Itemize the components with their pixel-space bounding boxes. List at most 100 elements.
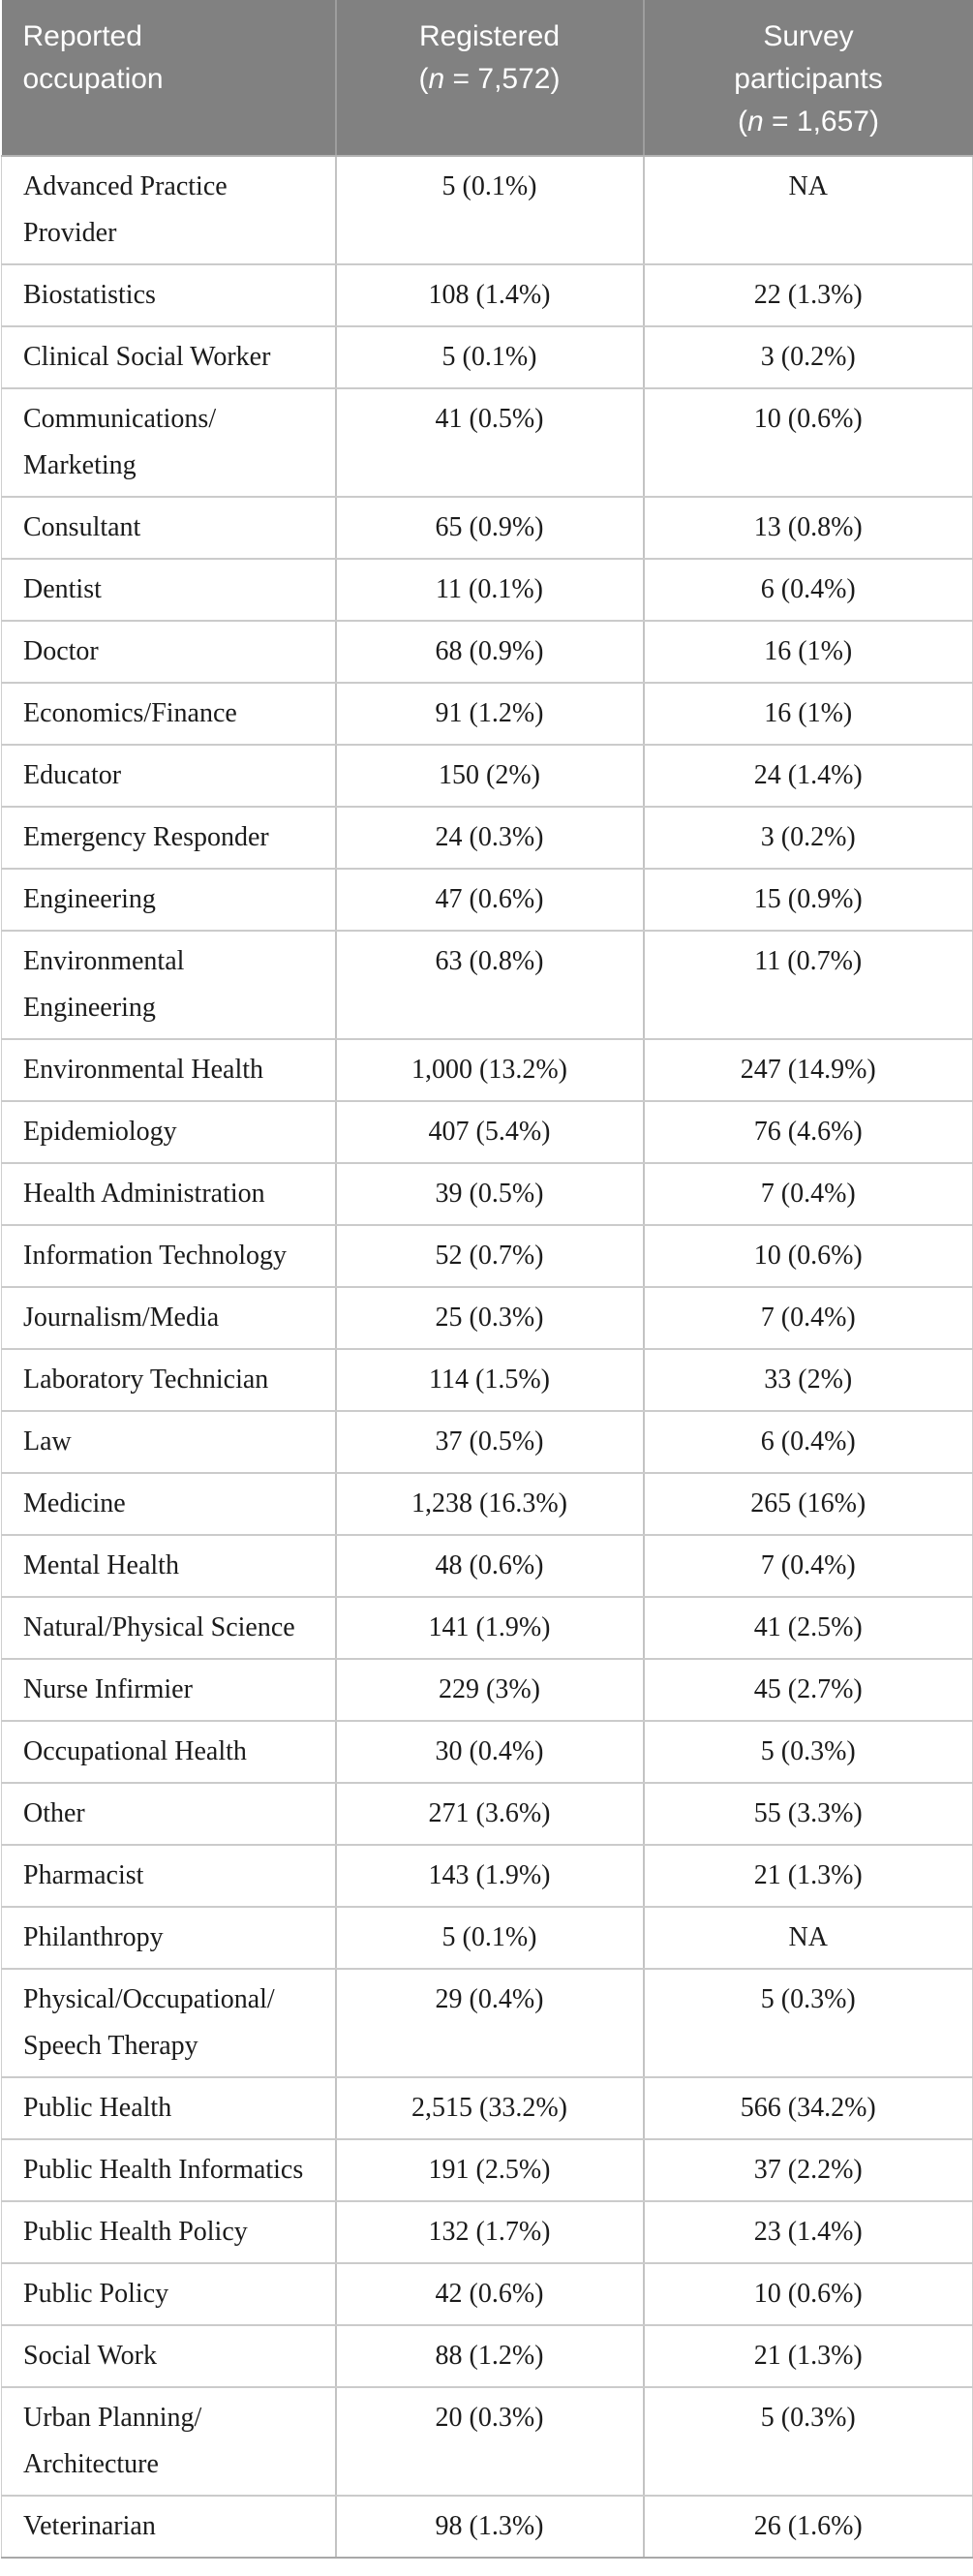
header-label: Reported xyxy=(22,20,142,52)
survey-value-cell: 7 (0.4%) xyxy=(642,1535,973,1598)
table-row: Educator 150 (2%) 24 (1.4%) xyxy=(1,745,973,808)
registered-value-cell: 150 (2%) xyxy=(334,745,644,808)
col-header-reported-occupation: Reported occupation xyxy=(1,0,336,157)
table-row: Dentist 11 (0.1%) 6 (0.4%) xyxy=(1,559,973,622)
registered-value-cell: 114 (1.5%) xyxy=(334,1349,644,1412)
survey-value-cell: 21 (1.3%) xyxy=(642,2325,973,2388)
registered-value-cell: 42 (0.6%) xyxy=(334,2263,644,2326)
table-row: Other 271 (3.6%) 55 (3.3%) xyxy=(1,1783,973,1846)
survey-value-cell: 11 (0.7%) xyxy=(642,931,973,1040)
occupation-cell: Dentist xyxy=(1,559,336,622)
survey-value-cell: 6 (0.4%) xyxy=(642,1411,973,1474)
table-row: Occupational Health 30 (0.4%) 5 (0.3%) xyxy=(1,1721,973,1784)
registered-value-cell: 5 (0.1%) xyxy=(334,1907,644,1970)
occupation-label: Urban Planning/ xyxy=(23,2403,202,2433)
occupation-label: Economics/Finance xyxy=(23,698,237,728)
occupation-label: Veterinarian xyxy=(23,2511,156,2541)
occupation-label: Clinical Social Worker xyxy=(23,342,271,372)
occupation-label: Environmental Health xyxy=(23,1055,264,1085)
survey-value-cell: 10 (0.6%) xyxy=(642,2263,973,2326)
survey-value-cell: 5 (0.3%) xyxy=(642,1721,973,1784)
table-row: Urban Planning/Architecture 20 (0.3%) 5 (0… xyxy=(1,2387,973,2497)
occupation-cell: Doctor xyxy=(1,621,336,684)
occupation-label: Educator xyxy=(23,760,122,790)
occupation-label: Information Technology xyxy=(23,1241,288,1271)
table-body: Advanced Practice Provider 5 (0.1%) NA Biost… xyxy=(1,156,973,2559)
occupation-label: Journalism/Media xyxy=(23,1303,220,1333)
occupation-cell: Laboratory Technician xyxy=(1,1349,336,1412)
table-row: Law 37 (0.5%) 6 (0.4%) xyxy=(1,1411,973,1474)
occupation-label: Occupational Health xyxy=(23,1736,247,1766)
occupation-label: Epidemiology xyxy=(23,1117,177,1147)
table-row: Information Technology 52 (0.7%) 10 (0.6%) xyxy=(1,1225,973,1288)
survey-value-cell: 7 (0.4%) xyxy=(642,1163,973,1226)
col-header-survey-participants: Survey participants (n = 1,657) xyxy=(642,0,973,157)
table-row: Epidemiology 407 (5.4%) 76 (4.6%) xyxy=(1,1101,973,1164)
registered-value-cell: 37 (0.5%) xyxy=(334,1411,644,1474)
occupation-cell: Environmental Health xyxy=(1,1039,336,1102)
registered-value-cell: 271 (3.6%) xyxy=(334,1783,644,1846)
header-label: Survey xyxy=(763,20,854,52)
occupation-cell: Environmental Engineering xyxy=(1,931,336,1040)
registered-value-cell: 88 (1.2%) xyxy=(334,2325,644,2388)
occupation-label: Emergency Responder xyxy=(23,822,269,852)
registered-value-cell: 141 (1.9%) xyxy=(334,1597,644,1660)
table-row: Communications/Marketing 41 (0.5%) 10 (0.6… xyxy=(1,388,973,498)
header-label: Registered xyxy=(418,20,561,52)
registered-value-cell: 29 (0.4%) xyxy=(334,1969,644,2078)
survey-value-cell: 3 (0.2%) xyxy=(642,807,973,870)
occupation-cell: Social Work xyxy=(1,2325,336,2388)
survey-value-cell: 5 (0.3%) xyxy=(642,1969,973,2078)
survey-value-cell: 247 (14.9%) xyxy=(642,1039,973,1102)
table-row: Public Health Informatics 191 (2.5%) 37 (2… xyxy=(1,2139,973,2202)
table-row: Medicine 1,238 (16.3%) 265 (16%) xyxy=(1,1473,973,1536)
occupation-cell: Occupational Health xyxy=(1,1721,336,1784)
survey-value-cell: 23 (1.4%) xyxy=(642,2201,973,2264)
survey-value-cell: 33 (2%) xyxy=(642,1349,973,1412)
occupation-label: Nurse Infirmier xyxy=(23,1674,193,1704)
table-row: Mental Health 48 (0.6%) 7 (0.4%) xyxy=(1,1535,973,1598)
survey-value-cell: 26 (1.6%) xyxy=(642,2496,973,2559)
survey-value-cell: NA xyxy=(642,1907,973,1970)
registered-value-cell: 5 (0.1%) xyxy=(334,156,644,265)
registered-value-cell: 39 (0.5%) xyxy=(334,1163,644,1226)
occupation-cell: Public Health xyxy=(1,2077,336,2140)
table-row: Veterinarian 98 (1.3%) 26 (1.6%) xyxy=(1,2496,973,2559)
survey-value-cell: 7 (0.4%) xyxy=(642,1287,973,1350)
survey-value-cell: 41 (2.5%) xyxy=(642,1597,973,1660)
header-row: Reported occupation Registered (n = 7,57… xyxy=(1,0,973,157)
occupation-cell: Physical/Occupational/Speech Therapy xyxy=(1,1969,336,2078)
registered-value-cell: 2,515 (33.2%) xyxy=(334,2077,644,2140)
survey-value-cell: 10 (0.6%) xyxy=(642,388,973,498)
registered-value-cell: 65 (0.9%) xyxy=(334,497,644,560)
occupation-label: Law xyxy=(23,1426,72,1457)
occupation-label: Public Health Informatics xyxy=(23,2155,304,2185)
occupation-cell: Emergency Responder xyxy=(1,807,336,870)
occupation-cell: Economics/Finance xyxy=(1,683,336,746)
occupation-label: Biostatistics xyxy=(23,280,156,310)
occupation-cell: Epidemiology xyxy=(1,1101,336,1164)
occupation-cell: Medicine xyxy=(1,1473,336,1536)
occupation-label: Laboratory Technician xyxy=(23,1365,269,1395)
table-row: Journalism/Media 25 (0.3%) 7 (0.4%) xyxy=(1,1287,973,1350)
survey-value-cell: 37 (2.2%) xyxy=(642,2139,973,2202)
occupation-label: Engineering xyxy=(23,884,156,914)
occupation-label: Pharmacist xyxy=(23,1860,144,1890)
survey-value-cell: 22 (1.3%) xyxy=(642,264,973,327)
registered-value-cell: 1,238 (16.3%) xyxy=(334,1473,644,1536)
occupation-label: Health Administration xyxy=(23,1179,265,1209)
survey-value-cell: 3 (0.2%) xyxy=(642,326,973,389)
occupation-label: Environmental xyxy=(23,946,185,976)
table-row: Environmental Engineering 63 (0.8%) 11 (0.7… xyxy=(1,931,973,1040)
table-row: Nurse Infirmier 229 (3%) 45 (2.7%) xyxy=(1,1659,973,1722)
occupation-label: Philanthropy xyxy=(23,1922,164,1952)
occupation-cell: Communications/Marketing xyxy=(1,388,336,498)
registered-value-cell: 68 (0.9%) xyxy=(334,621,644,684)
occupation-label: Communications/ xyxy=(23,404,217,434)
survey-value-cell: 16 (1%) xyxy=(642,683,973,746)
survey-value-cell: 5 (0.3%) xyxy=(642,2387,973,2497)
occupation-cell: Other xyxy=(1,1783,336,1846)
table-row: Doctor 68 (0.9%) 16 (1%) xyxy=(1,621,973,684)
occupation-cell: Journalism/Media xyxy=(1,1287,336,1350)
